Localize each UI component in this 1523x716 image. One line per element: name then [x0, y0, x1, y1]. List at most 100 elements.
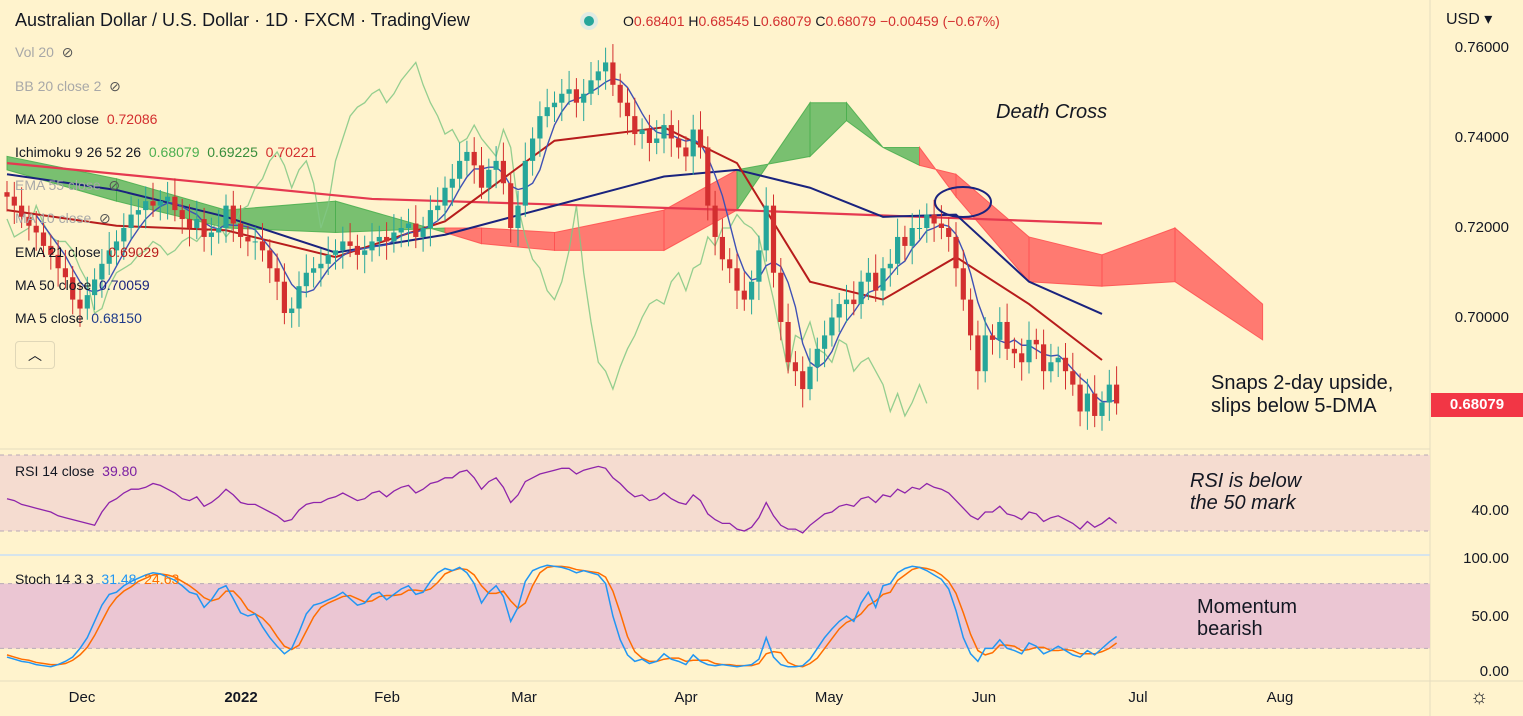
- candle-body: [843, 299, 850, 305]
- candle-body: [676, 138, 682, 148]
- symbol-title[interactable]: Australian Dollar / U.S. Dollar · 1D · F…: [15, 10, 470, 30]
- candle: [756, 235, 762, 301]
- candle-body: [121, 228, 127, 242]
- legend-value: 0.72086: [99, 111, 158, 127]
- candle: [1048, 343, 1054, 383]
- candle-body: [384, 236, 390, 242]
- candle-body: [471, 151, 477, 166]
- legend-value: 0.68079: [141, 144, 200, 160]
- candle: [800, 356, 806, 408]
- candle: [427, 195, 433, 247]
- candle: [858, 270, 864, 319]
- candle: [697, 111, 704, 159]
- candle: [931, 199, 937, 242]
- kumo-segment: [736, 101, 811, 212]
- legend-row-6[interactable]: EMA 21 close 0.69029: [15, 244, 159, 260]
- candle: [157, 189, 163, 221]
- stoch-tick: 100.00: [1463, 550, 1509, 567]
- eye-off-icon[interactable]: ⊘: [53, 44, 74, 60]
- candle: [405, 208, 412, 247]
- candle: [566, 70, 572, 105]
- rsi-legend[interactable]: RSI 14 close 39.80: [15, 463, 138, 479]
- candle: [968, 288, 974, 351]
- legend-row-4[interactable]: EMA 55 close ⊘: [15, 177, 120, 194]
- legend-row-0[interactable]: Vol 20 ⊘: [15, 44, 73, 61]
- candle-body: [106, 250, 112, 264]
- candle: [165, 181, 171, 220]
- settings-gear-icon[interactable]: ☼: [1470, 686, 1489, 708]
- time-tick: 2022: [224, 689, 258, 706]
- snaps-annotation-line2: slips below 5-DMA: [1211, 395, 1377, 417]
- candle-body: [150, 201, 156, 206]
- eye-off-icon[interactable]: ⊘: [101, 78, 121, 94]
- legend-row-3[interactable]: Ichimoku 9 26 52 26 0.68079 0.69225 0.70…: [15, 144, 316, 160]
- last-price-tag: 0.68079: [1431, 393, 1523, 417]
- eye-off-icon[interactable]: ⊘: [100, 177, 121, 193]
- legend-label: MA 50 close: [15, 277, 92, 293]
- candle-body: [654, 138, 660, 143]
- candle-body: [763, 205, 769, 251]
- candle-body: [522, 160, 528, 206]
- candle-body: [500, 160, 506, 184]
- candle: [661, 113, 667, 154]
- candle: [946, 216, 952, 252]
- candle: [530, 127, 536, 176]
- legend-value: 0.68150: [83, 310, 142, 326]
- candle-body: [435, 205, 441, 211]
- candle-body: [610, 62, 616, 85]
- candle: [508, 172, 514, 243]
- candle: [274, 253, 280, 301]
- candle-body: [281, 281, 287, 314]
- candle: [1070, 352, 1076, 396]
- collapse-legend-button[interactable]: ︿: [15, 341, 55, 369]
- candle-body: [223, 205, 229, 228]
- candle-body: [99, 263, 105, 280]
- candle: [749, 270, 755, 315]
- candle: [639, 118, 645, 149]
- candle-body: [924, 214, 930, 228]
- candle: [712, 190, 718, 256]
- candle: [493, 146, 499, 189]
- candle: [500, 142, 506, 195]
- candle: [26, 205, 32, 241]
- legend-row-1[interactable]: BB 20 close 2 ⊘: [15, 78, 121, 95]
- candle-body: [887, 263, 893, 269]
- candle: [624, 87, 631, 135]
- candle: [464, 140, 470, 176]
- kumo-segment: [846, 101, 884, 148]
- candle-body: [354, 245, 360, 255]
- candle-body: [362, 250, 368, 255]
- candle-body: [792, 362, 798, 372]
- legend-row-5[interactable]: MA 10 close ⊘: [15, 210, 111, 227]
- candle-body: [77, 299, 83, 309]
- candle-body: [201, 219, 207, 237]
- legend-row-2[interactable]: MA 200 close 0.72086: [15, 111, 157, 127]
- candle: [4, 181, 10, 212]
- candle-body: [259, 241, 266, 251]
- candle: [442, 176, 448, 221]
- legend-value: 0.69029: [100, 244, 159, 260]
- currency-selector[interactable]: USD ▾: [1446, 11, 1493, 28]
- candle-body: [880, 268, 886, 291]
- rsi-annotation-line2: the 50 mark: [1190, 492, 1296, 514]
- candle-body: [128, 214, 134, 228]
- candle: [953, 222, 959, 287]
- candle: [40, 214, 47, 258]
- candle-body: [1041, 344, 1047, 372]
- candle-body: [573, 89, 579, 103]
- candle-body: [683, 147, 689, 157]
- stoch-legend[interactable]: Stoch 14 3 3 31.48 24.63: [15, 571, 180, 587]
- candle-body: [1106, 384, 1112, 403]
- kumo-segment: [1101, 227, 1176, 287]
- legend-label: MA 5 close: [15, 310, 84, 326]
- candle: [62, 249, 68, 289]
- legend-row-7[interactable]: MA 50 close 0.70059: [15, 277, 150, 293]
- eye-off-icon[interactable]: ⊘: [91, 210, 111, 226]
- candle: [727, 248, 733, 284]
- candle-body: [690, 129, 696, 157]
- legend-row-8[interactable]: MA 5 close 0.68150: [15, 310, 142, 326]
- candle: [632, 97, 638, 146]
- candle-body: [778, 272, 784, 322]
- candle-body: [1114, 384, 1120, 404]
- candle: [588, 61, 594, 105]
